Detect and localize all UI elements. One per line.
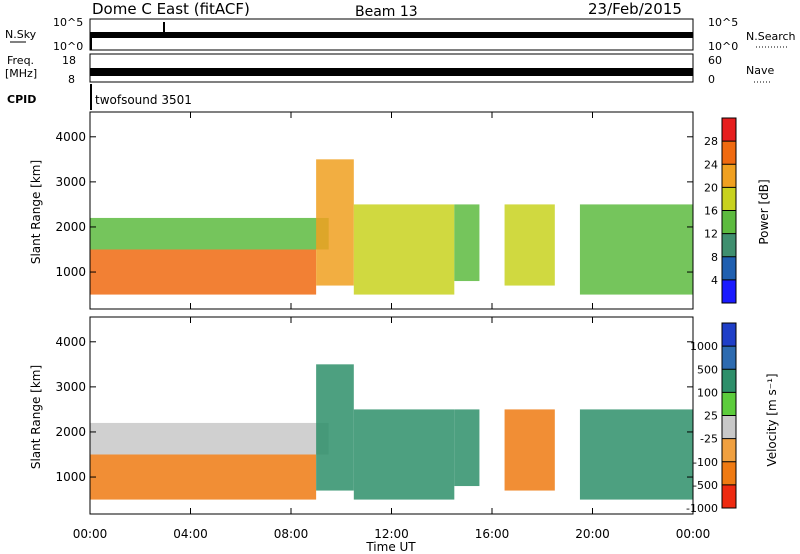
power-echo-regions — [90, 159, 693, 295]
nsearch-label: N.Search — [746, 30, 796, 43]
nsearch-bottom-tick: 10^0 — [708, 40, 738, 53]
velocity-colorbar-tick-label-5: -100 — [693, 456, 718, 469]
power-colorbar-tick-label-0: 28 — [704, 135, 718, 148]
velocity-echo-region-1 — [90, 422, 329, 455]
x-tick-label-3: 12:00 — [374, 527, 409, 541]
x-axis-label: Time UT — [365, 540, 416, 554]
power-echo-region-0 — [90, 249, 317, 295]
velocity-colorbar-tick-label-0: 1000 — [690, 340, 718, 353]
power-colorbar-swatch-3 — [722, 187, 736, 211]
velocity-colorbar-tick-label-3: 25 — [704, 410, 718, 423]
velocity-colorbar-swatch-0 — [722, 323, 736, 347]
power-colorbar-swatch-5 — [722, 233, 736, 258]
x-tick-label-1: 04:00 — [173, 527, 208, 541]
velocity-echo-region-4 — [454, 409, 480, 487]
freq-top-tick: 18 — [62, 54, 76, 67]
velocity-colorbar-swatch-3 — [722, 392, 736, 416]
power-colorbar-swatch-4 — [722, 210, 736, 235]
velocity-echo-region-3 — [353, 409, 455, 500]
power-echo-region-5 — [504, 204, 555, 286]
power-colorbar-swatch-6 — [722, 256, 736, 281]
x-tick-label-5: 20:00 — [575, 527, 610, 541]
cpid-label: CPID — [7, 93, 36, 106]
freq-label-line2: [MHz] — [5, 67, 37, 80]
power-colorbar-label: Power [dB] — [757, 179, 771, 244]
velocity-colorbar-tick-label-7: -1000 — [686, 502, 718, 515]
nave-bottom-tick: 0 — [708, 73, 715, 86]
velocity-colorbar-swatch-1 — [722, 346, 736, 370]
velocity-y-tick-label-3: 4000 — [55, 335, 86, 349]
cpid-value: twofsound 3501 — [95, 93, 192, 107]
velocity-colorbar-tick-label-4: -25 — [700, 433, 718, 446]
nsky-label: N.Sky — [5, 28, 37, 41]
x-tick-label-0: 00:00 — [73, 527, 108, 541]
power-y-tick-label-1: 2000 — [55, 220, 86, 234]
power-y-tick-label-0: 1000 — [55, 265, 86, 279]
x-tick-label-6: 00:00 — [676, 527, 711, 541]
power-colorbar-tick-label-3: 16 — [704, 205, 718, 218]
velocity-colorbar-swatch-4 — [722, 415, 736, 440]
velocity-echo-regions — [90, 364, 693, 500]
velocity-y-ticks: 1000 2000 3000 4000 — [55, 317, 694, 514]
power-colorbar-tick-label-6: 4 — [711, 274, 718, 287]
power-colorbar-tick-label-5: 8 — [711, 251, 718, 264]
velocity-colorbar-tick-label-1: 500 — [697, 363, 718, 376]
power-colorbar-swatch-2 — [722, 164, 736, 188]
velocity-y-tick-label-1: 2000 — [55, 425, 86, 439]
velocity-colorbar-label: Velocity [m s⁻¹] — [765, 373, 779, 466]
power-panel: 1000 2000 3000 4000 Slant Range [km] — [29, 111, 694, 310]
power-colorbar-tick-label-4: 12 — [704, 228, 718, 241]
velocity-echo-region-5 — [504, 409, 555, 491]
velocity-y-axis-label: Slant Range [km] — [29, 365, 43, 469]
power-echo-region-4 — [454, 204, 480, 282]
velocity-y-tick-label-0: 1000 — [55, 470, 86, 484]
nsearch-top-tick: 10^5 — [708, 16, 738, 29]
beam-label: Beam 13 — [355, 4, 418, 20]
velocity-colorbar-tick-label-2: 100 — [697, 386, 718, 399]
velocity-colorbar-swatch-5 — [722, 438, 736, 463]
freq-trace — [90, 68, 693, 76]
nsky-top-tick: 10^5 — [53, 16, 83, 29]
nsky-bottom-tick: 10^0 — [53, 40, 83, 53]
power-colorbar-swatch-1 — [722, 141, 736, 165]
power-y-tick-label-2: 3000 — [55, 175, 86, 189]
nave-label: Nave — [746, 64, 774, 77]
power-y-tick-label-3: 4000 — [55, 130, 86, 144]
power-echo-region-6 — [579, 204, 693, 295]
power-echo-region-2 — [316, 159, 354, 286]
x-tick-label-2: 08:00 — [274, 527, 309, 541]
nave-top-tick: 60 — [708, 54, 722, 67]
freq-label-line1: Freq. — [7, 54, 34, 67]
velocity-colorbar-swatch-7 — [722, 484, 736, 509]
velocity-echo-region-2 — [316, 364, 354, 491]
power-colorbar-tick-label-1: 24 — [704, 158, 718, 171]
time-x-ticks: 00:00 04:00 08:00 12:00 16:00 20:00 00:00 — [73, 527, 711, 541]
nsky-trace — [90, 32, 693, 38]
power-colorbar-swatch-0 — [722, 118, 736, 142]
power-colorbar: 28 24 20 16 12 8 4 — [704, 117, 737, 304]
velocity-echo-region-6 — [579, 409, 693, 500]
velocity-echo-region-0 — [90, 454, 317, 500]
velocity-y-tick-label-2: 3000 — [55, 380, 86, 394]
velocity-colorbar-swatch-6 — [722, 461, 736, 486]
velocity-panel: 1000 2000 3000 4000 Slant Range [km] — [29, 316, 694, 515]
power-echo-region-3 — [353, 204, 455, 295]
velocity-colorbar-swatch-2 — [722, 369, 736, 393]
power-colorbar-swatch-7 — [722, 279, 736, 304]
velocity-colorbar: 1000 500 100 25 -25 -100 -500 -1000 — [686, 322, 737, 515]
plot-title: Dome C East (fitACF) — [92, 0, 250, 18]
velocity-colorbar-tick-label-6: -500 — [693, 479, 718, 492]
power-colorbar-tick-label-2: 20 — [704, 181, 718, 194]
power-echo-region-1 — [90, 217, 329, 250]
freq-bottom-tick: 8 — [68, 73, 75, 86]
x-tick-label-4: 16:00 — [475, 527, 510, 541]
date-label: 23/Feb/2015 — [588, 0, 682, 18]
power-y-axis-label: Slant Range [km] — [29, 160, 43, 264]
power-y-ticks: 1000 2000 3000 4000 — [55, 112, 694, 309]
